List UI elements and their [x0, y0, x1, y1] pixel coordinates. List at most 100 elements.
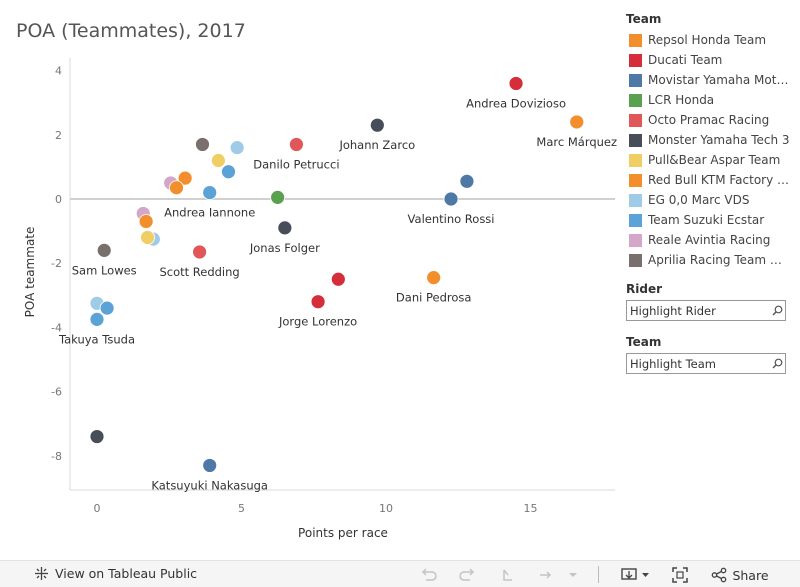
data-point[interactable]	[202, 185, 218, 200]
data-point[interactable]	[140, 230, 155, 245]
data-point[interactable]	[138, 214, 154, 229]
data-point[interactable]	[426, 270, 442, 286]
legend-swatch	[629, 53, 642, 67]
view-on-tableau-link[interactable]: View on Tableau Public	[34, 566, 197, 581]
data-point[interactable]	[177, 170, 193, 186]
share-label: Share	[732, 567, 769, 583]
revert-button[interactable]	[497, 565, 519, 585]
data-point[interactable]	[192, 244, 207, 260]
chevron-down-icon	[569, 573, 577, 577]
undo-button[interactable]	[418, 565, 440, 585]
legend-label: Repsol Honda Team	[648, 33, 767, 47]
legend-item[interactable]: Aprilia Racing Team Gresini	[620, 250, 798, 270]
legend-label: Octo Pramac Racing	[648, 113, 770, 127]
data-point[interactable]	[277, 220, 293, 236]
y-tick-label: -8	[51, 450, 62, 463]
y-tick-label: -2	[51, 257, 62, 270]
legend-label: Red Bull KTM Factory Racing	[648, 173, 790, 187]
search-icon[interactable]	[769, 356, 785, 372]
team-highlight-input[interactable]: Highlight Team	[626, 353, 786, 374]
data-point[interactable]	[99, 300, 115, 316]
refresh-button[interactable]	[535, 565, 557, 585]
rider-highlight-input[interactable]: Highlight Rider	[626, 300, 786, 321]
redo-icon	[459, 568, 475, 581]
team-legend: Team Repsol Honda Team Ducati Team Movista…	[620, 12, 798, 270]
data-point[interactable]	[443, 191, 459, 207]
data-point[interactable]	[229, 140, 245, 156]
data-point[interactable]	[270, 189, 286, 205]
data-point[interactable]	[289, 137, 304, 152]
data-point[interactable]	[330, 271, 346, 287]
data-point[interactable]	[210, 153, 226, 168]
legend-label: Team Suzuki Ecstar	[648, 213, 765, 227]
legend-item[interactable]: LCR Honda	[620, 90, 798, 110]
data-point[interactable]	[221, 164, 236, 180]
data-point[interactable]	[310, 294, 326, 310]
tableau-logo-icon	[35, 567, 48, 580]
data-point[interactable]	[459, 173, 475, 189]
view-on-tableau-label: View on Tableau Public	[55, 566, 198, 581]
fullscreen-button[interactable]	[669, 565, 691, 585]
legend-swatch	[629, 213, 642, 227]
data-point[interactable]	[89, 311, 105, 327]
data-point[interactable]	[202, 458, 218, 473]
team-highlight-placeholder: Highlight Team	[630, 356, 716, 371]
x-tick-label: 10	[379, 502, 393, 515]
legend-swatch	[629, 233, 642, 247]
point-label: Takuya Tsuda	[58, 332, 135, 346]
y-axis-label: POA teammate	[23, 227, 37, 318]
legend-swatch	[629, 113, 642, 127]
point-label: Valentino Rossi	[408, 212, 495, 226]
data-point[interactable]	[508, 76, 524, 91]
legend-item[interactable]: Movistar Yamaha MotoGP	[620, 70, 798, 90]
legend-label: Aprilia Racing Team Gresini	[648, 253, 790, 267]
legend-label: Reale Avintia Racing	[648, 233, 771, 247]
rider-highlight-placeholder: Highlight Rider	[630, 303, 716, 318]
team-filter-title: Team	[626, 335, 662, 349]
redo-button[interactable]	[456, 565, 478, 585]
y-tick-label: 4	[55, 65, 62, 78]
x-axis-label: Points per race	[298, 526, 388, 540]
legend-item[interactable]: EG 0,0 Marc VDS	[620, 190, 798, 210]
revert-icon	[503, 569, 512, 581]
point-label: Marc Márquez	[536, 135, 617, 149]
scatter-plot: 4 2 0 -2 -4 -6 -8 0 5 10 15 Andrea Dovizioso Marc M…	[23, 58, 617, 540]
search-icon[interactable]	[769, 303, 785, 319]
axes-group: 4 2 0 -2 -4 -6 -8 0 5 10 15	[51, 58, 615, 515]
pause-dropdown[interactable]	[566, 565, 580, 585]
data-point[interactable]	[369, 117, 385, 133]
point-label: Jonas Folger	[249, 241, 320, 255]
fullscreen-icon	[672, 567, 688, 583]
legend-swatch	[629, 73, 642, 87]
refresh-icon	[540, 571, 552, 579]
share-button[interactable]: Share	[709, 565, 771, 585]
undo-icon	[421, 568, 437, 581]
legend-item[interactable]: Monster Yamaha Tech 3	[620, 130, 798, 150]
legend-item[interactable]: Red Bull KTM Factory Racing	[620, 170, 798, 190]
legend-swatch	[629, 193, 642, 207]
legend-item[interactable]: Octo Pramac Racing	[620, 110, 798, 130]
legend-swatch	[629, 253, 642, 267]
legend-item[interactable]: Team Suzuki Ecstar	[620, 210, 798, 230]
data-point[interactable]	[169, 180, 184, 196]
legend-swatch	[629, 153, 642, 167]
tableau-toolbar: View on Tableau Public Share	[0, 560, 800, 587]
download-icon	[621, 568, 649, 580]
data-point[interactable]	[89, 429, 105, 444]
legend-title: Team	[626, 12, 662, 26]
data-point[interactable]	[569, 114, 585, 130]
download-button[interactable]	[618, 565, 652, 585]
point-label: Danilo Petrucci	[253, 157, 339, 171]
point-label: Andrea Dovizioso	[466, 96, 566, 110]
legend-label: Movistar Yamaha MotoGP	[648, 73, 790, 87]
legend-item[interactable]: Ducati Team	[620, 50, 798, 70]
legend-item[interactable]: Reale Avintia Racing	[620, 230, 798, 250]
points-group	[89, 76, 585, 473]
data-point[interactable]	[96, 242, 112, 258]
point-label: Andrea Iannone	[164, 206, 255, 220]
legend-item[interactable]: Pull&Bear Aspar Team	[620, 150, 798, 170]
y-tick-label: 2	[55, 129, 62, 142]
data-point[interactable]	[195, 137, 210, 152]
chart-title: POA (Teammates), 2017	[16, 20, 246, 42]
legend-item[interactable]: Repsol Honda Team	[620, 30, 798, 50]
